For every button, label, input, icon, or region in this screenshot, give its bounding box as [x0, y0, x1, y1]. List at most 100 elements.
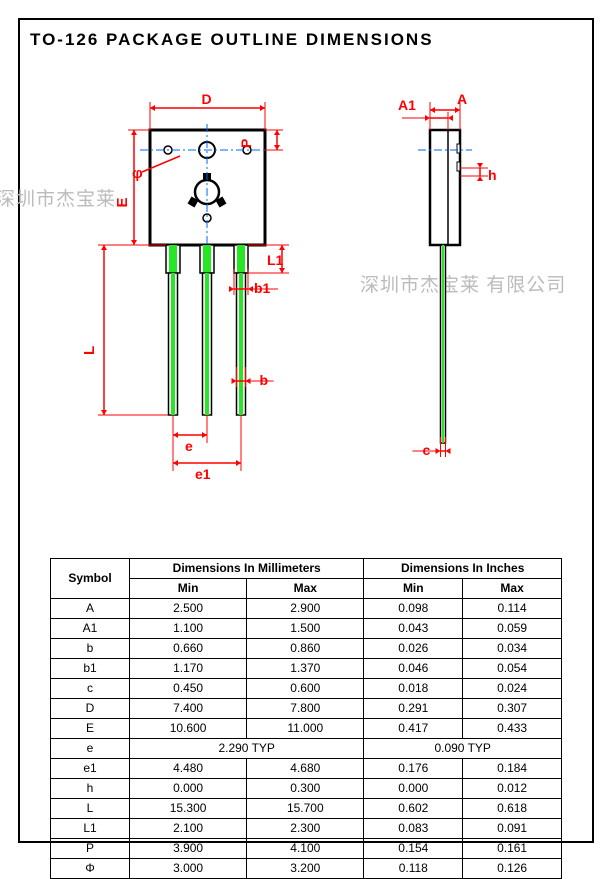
cell-symbol: e1	[51, 759, 130, 779]
svg-text:P: P	[238, 139, 254, 148]
cell-mm-max: 1.370	[247, 659, 364, 679]
cell-mm-min: 1.170	[130, 659, 247, 679]
cell-in-min: 0.018	[364, 679, 463, 699]
cell-in-min: 0.043	[364, 619, 463, 639]
cell-mm-max: 2.300	[247, 819, 364, 839]
cell-mm-min: 0.660	[130, 639, 247, 659]
cell-in-max: 0.307	[463, 699, 562, 719]
cell-mm-min: 2.500	[130, 599, 247, 619]
cell-symbol: b	[51, 639, 130, 659]
cell-mm-min: 1.100	[130, 619, 247, 639]
th-mm-min: Min	[130, 579, 247, 599]
cell-mm-max: 1.500	[247, 619, 364, 639]
cell-mm-min: 4.480	[130, 759, 247, 779]
th-mm-max: Max	[247, 579, 364, 599]
cell-mm-min: 0.000	[130, 779, 247, 799]
cell-in-max: 0.114	[463, 599, 562, 619]
th-in-min: Min	[364, 579, 463, 599]
cell-in-max: 0.618	[463, 799, 562, 819]
cell-mm-max: 11.000	[247, 719, 364, 739]
svg-text:b: b	[260, 372, 269, 388]
table-row: b0.6600.8600.0260.034	[51, 639, 562, 659]
cell-in-max: 0.184	[463, 759, 562, 779]
table-row: A2.5002.9000.0980.114	[51, 599, 562, 619]
cell-mm-min: 10.600	[130, 719, 247, 739]
cell-in-min: 0.000	[364, 779, 463, 799]
table-row: c0.4500.6000.0180.024	[51, 679, 562, 699]
svg-text:h: h	[488, 167, 497, 183]
page-title: TO-126 PACKAGE OUTLINE DIMENSIONS	[30, 30, 434, 50]
th-in: Dimensions In Inches	[364, 559, 562, 579]
cell-in-min: 0.176	[364, 759, 463, 779]
cell-mm-min: 0.450	[130, 679, 247, 699]
cell-in-max: 0.034	[463, 639, 562, 659]
cell-in-min: 0.026	[364, 639, 463, 659]
cell-in-span: 0.090 TYP	[364, 739, 562, 759]
table-row: E10.60011.0000.4170.433	[51, 719, 562, 739]
cell-symbol: D	[51, 699, 130, 719]
cell-mm-min: 7.400	[130, 699, 247, 719]
cell-mm-max: 0.600	[247, 679, 364, 699]
table-row: P3.9004.1000.1540.161	[51, 839, 562, 859]
svg-text:E: E	[114, 197, 131, 207]
cell-mm-max: 4.680	[247, 759, 364, 779]
svg-text:e1: e1	[195, 466, 211, 482]
cell-mm-max: 4.100	[247, 839, 364, 859]
svg-text:D: D	[202, 91, 212, 107]
svg-text:c: c	[423, 442, 431, 458]
cell-in-min: 0.098	[364, 599, 463, 619]
table-row: A11.1001.5000.0430.059	[51, 619, 562, 639]
table-row: L12.1002.3000.0830.091	[51, 819, 562, 839]
cell-in-min: 0.083	[364, 819, 463, 839]
cell-in-max: 0.054	[463, 659, 562, 679]
cell-in-max: 0.024	[463, 679, 562, 699]
th-in-max: Max	[463, 579, 562, 599]
svg-text:L1: L1	[267, 252, 284, 268]
svg-text:e: e	[185, 438, 193, 454]
cell-in-max: 0.161	[463, 839, 562, 859]
cell-symbol: Φ	[51, 859, 130, 879]
th-mm: Dimensions In Millimeters	[130, 559, 364, 579]
cell-symbol: b1	[51, 659, 130, 679]
cell-symbol: P	[51, 839, 130, 859]
cell-in-min: 0.154	[364, 839, 463, 859]
cell-symbol: h	[51, 779, 130, 799]
cell-in-min: 0.118	[364, 859, 463, 879]
cell-mm-min: 3.000	[130, 859, 247, 879]
cell-mm-max: 7.800	[247, 699, 364, 719]
table-row: e2.290 TYP0.090 TYP	[51, 739, 562, 759]
table-row: D7.4007.8000.2910.307	[51, 699, 562, 719]
package-drawing: φDPELL1b1bee1AA1hc	[30, 70, 582, 510]
table-row: Φ3.0003.2000.1180.126	[51, 859, 562, 879]
th-symbol: Symbol	[51, 559, 130, 599]
dimensions-table: Symbol Dimensions In Millimeters Dimensi…	[50, 558, 562, 879]
table-row: b11.1701.3700.0460.054	[51, 659, 562, 679]
cell-mm-max: 2.900	[247, 599, 364, 619]
cell-in-max: 0.433	[463, 719, 562, 739]
cell-mm-span: 2.290 TYP	[130, 739, 364, 759]
cell-in-min: 0.046	[364, 659, 463, 679]
cell-mm-min: 15.300	[130, 799, 247, 819]
cell-mm-min: 3.900	[130, 839, 247, 859]
table-row: e14.4804.6800.1760.184	[51, 759, 562, 779]
cell-in-min: 0.291	[364, 699, 463, 719]
cell-mm-max: 15.700	[247, 799, 364, 819]
cell-in-max: 0.059	[463, 619, 562, 639]
cell-in-max: 0.091	[463, 819, 562, 839]
cell-in-max: 0.126	[463, 859, 562, 879]
cell-symbol: c	[51, 679, 130, 699]
cell-mm-max: 3.200	[247, 859, 364, 879]
cell-in-max: 0.012	[463, 779, 562, 799]
cell-mm-min: 2.100	[130, 819, 247, 839]
cell-symbol: e	[51, 739, 130, 759]
svg-text:A: A	[457, 91, 467, 107]
dimensions-table-wrap: Symbol Dimensions In Millimeters Dimensi…	[50, 558, 562, 879]
svg-text:L: L	[81, 346, 98, 355]
cell-symbol: A	[51, 599, 130, 619]
table-row: L15.30015.7000.6020.618	[51, 799, 562, 819]
cell-mm-max: 0.300	[247, 779, 364, 799]
table-row: h0.0000.3000.0000.012	[51, 779, 562, 799]
svg-text:A1: A1	[398, 97, 416, 113]
cell-symbol: L	[51, 799, 130, 819]
cell-in-min: 0.417	[364, 719, 463, 739]
